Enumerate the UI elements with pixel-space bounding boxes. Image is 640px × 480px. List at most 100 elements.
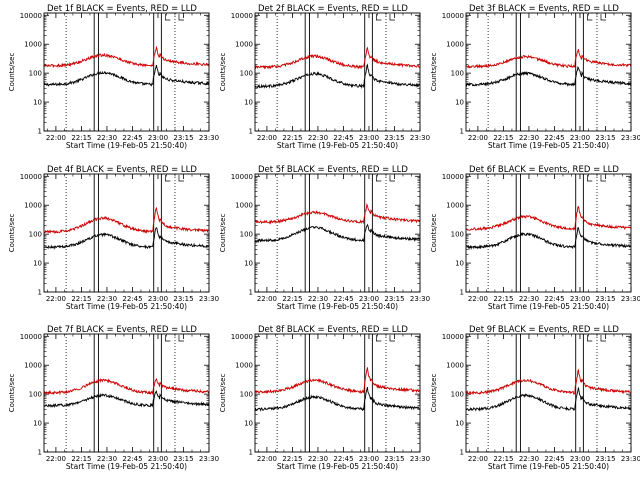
- detector-panel-5: Det 5f BLACK = Events, RED = LLD 1 10 100 10…: [219, 165, 430, 311]
- y-axis-label: Counts/sec: [430, 53, 438, 92]
- detector-panel-8: Det 8f BLACK = Events, RED = LLD 1 10 100 10…: [219, 325, 430, 471]
- y-tick-label: 10: [455, 260, 464, 268]
- x-tick-label: 22:30: [308, 455, 328, 463]
- panel-title: Det 9f BLACK = Events, RED = LLD: [469, 325, 619, 335]
- bracket-mark: [389, 175, 395, 182]
- x-tick-label: 23:15: [384, 455, 404, 463]
- x-tick-label: 22:00: [46, 134, 66, 142]
- x-tick-label: 23:00: [148, 455, 168, 463]
- detector-panel-2: Det 2f BLACK = Events, RED = LLD 1 10 100 10…: [219, 4, 430, 150]
- bracket-mark: [178, 14, 184, 21]
- x-tick-label: 22:15: [282, 134, 302, 142]
- x-tick-label: 22:30: [519, 134, 539, 142]
- x-tick-label: 22:30: [519, 455, 539, 463]
- lld-series-line: [44, 206, 209, 235]
- x-tick-label: 22:15: [493, 455, 513, 463]
- y-tick-label: 1000: [446, 41, 464, 49]
- x-tick-label: 22:00: [257, 295, 277, 303]
- x-tick-label: 22:15: [493, 134, 513, 142]
- x-tick-label: 23:30: [199, 134, 219, 142]
- x-tick-label: 23:30: [199, 455, 219, 463]
- bracket-mark: [165, 335, 171, 342]
- bracket-mark: [376, 14, 382, 21]
- y-axis-label: Counts/sec: [219, 53, 227, 92]
- x-tick-label: 22:45: [544, 455, 564, 463]
- lld-series-line: [466, 49, 631, 69]
- y-tick-label: 10000: [231, 173, 253, 181]
- y-tick-label: 10000: [231, 333, 253, 341]
- x-tick-label: 23:30: [621, 134, 640, 142]
- x-tick-label: 22:45: [544, 134, 564, 142]
- bracket-mark: [600, 14, 606, 21]
- y-tick-label: 100: [451, 231, 464, 239]
- x-tick-label: 22:15: [71, 295, 91, 303]
- detector-panel-1: Det 1f BLACK = Events, RED = LLD 1 10 100 10…: [8, 4, 219, 150]
- y-tick-label: 100: [451, 70, 464, 78]
- y-tick-label: 10000: [442, 173, 464, 181]
- x-tick-label: 22:45: [333, 295, 353, 303]
- plot-frame: [43, 173, 210, 293]
- panel-title: Det 4f BLACK = Events, RED = LLD: [47, 165, 197, 175]
- x-tick-label: 23:15: [595, 295, 615, 303]
- lld-series-line: [44, 377, 209, 396]
- y-tick-label: 1: [249, 128, 253, 136]
- x-tick-label: 22:45: [544, 295, 564, 303]
- panel-title: Det 2f BLACK = Events, RED = LLD: [258, 4, 408, 14]
- x-tick-label: 23:15: [173, 295, 193, 303]
- y-tick-label: 10000: [20, 12, 42, 20]
- x-tick-label: 23:30: [621, 455, 640, 463]
- x-tick-label: 22:15: [282, 295, 302, 303]
- panel-title: Det 1f BLACK = Events, RED = LLD: [47, 4, 197, 14]
- bracket-mark: [178, 175, 184, 182]
- x-tick-label: 23:15: [384, 295, 404, 303]
- x-tick-label: 23:15: [173, 134, 193, 142]
- y-tick-label: 10: [33, 99, 42, 107]
- x-tick-label: 22:45: [333, 134, 353, 142]
- bracket-mark: [389, 335, 395, 342]
- y-tick-label: 1: [38, 449, 42, 457]
- x-tick-label: 22:15: [71, 134, 91, 142]
- panel-title: Det 8f BLACK = Events, RED = LLD: [258, 325, 408, 335]
- x-tick-label: 22:00: [468, 134, 488, 142]
- y-tick-label: 1: [249, 449, 253, 457]
- x-tick-label: 23:00: [148, 134, 168, 142]
- y-tick-label: 10: [244, 260, 253, 268]
- x-tick-label: 22:45: [122, 295, 142, 303]
- bracket-mark: [587, 335, 593, 342]
- y-tick-label: 1000: [235, 362, 253, 370]
- events-series-line: [466, 387, 631, 412]
- y-tick-label: 10: [33, 260, 42, 268]
- events-series-line: [255, 386, 420, 412]
- x-tick-label: 22:00: [46, 295, 66, 303]
- detector-panel-6: Det 6f BLACK = Events, RED = LLD 1 10 100 10…: [430, 165, 640, 311]
- y-tick-label: 100: [29, 231, 42, 239]
- plot-frame: [254, 173, 421, 293]
- panel-title: Det 7f BLACK = Events, RED = LLD: [47, 325, 197, 335]
- y-tick-label: 1: [460, 449, 464, 457]
- y-tick-label: 10: [244, 99, 253, 107]
- y-axis-label: Counts/sec: [219, 214, 227, 253]
- detector-panel-3: Det 3f BLACK = Events, RED = LLD 1 10 100 10…: [430, 4, 640, 150]
- plot-frame: [43, 12, 210, 132]
- x-tick-label: 23:15: [595, 455, 615, 463]
- bracket-mark: [376, 175, 382, 182]
- y-tick-label: 1000: [24, 202, 42, 210]
- x-axis-label: Start Time (19-Feb-05 21:50:40): [277, 302, 398, 311]
- y-tick-label: 100: [240, 70, 253, 78]
- bracket-mark: [178, 335, 184, 342]
- x-tick-label: 22:30: [97, 134, 117, 142]
- lld-series-line: [466, 205, 631, 231]
- panel-title: Det 3f BLACK = Events, RED = LLD: [469, 4, 619, 14]
- x-tick-label: 23:00: [359, 455, 379, 463]
- x-tick-label: 23:15: [173, 455, 193, 463]
- plot-frame: [465, 12, 632, 132]
- x-tick-label: 22:30: [308, 295, 328, 303]
- x-tick-label: 22:00: [468, 455, 488, 463]
- events-series-line: [44, 65, 209, 87]
- y-tick-label: 1000: [446, 362, 464, 370]
- y-tick-label: 1: [460, 289, 464, 297]
- y-tick-label: 100: [451, 391, 464, 399]
- y-axis-label: Counts/sec: [8, 53, 16, 92]
- x-tick-label: 22:00: [468, 295, 488, 303]
- x-tick-label: 23:30: [410, 134, 430, 142]
